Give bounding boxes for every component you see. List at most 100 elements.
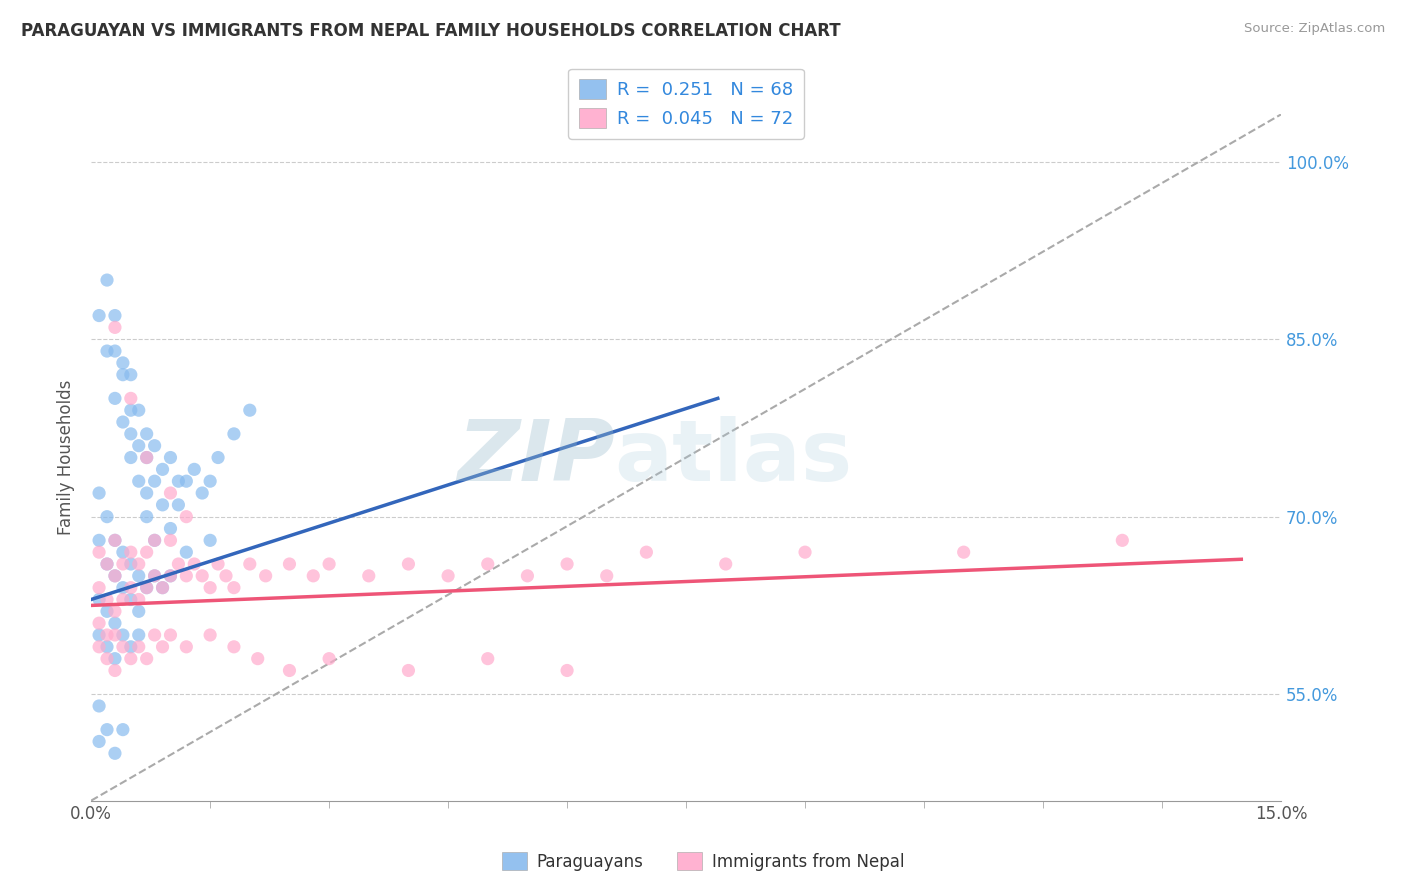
Point bbox=[104, 628, 127, 642]
Point bbox=[104, 344, 127, 359]
Point bbox=[152, 498, 174, 512]
Point bbox=[135, 426, 157, 441]
Point bbox=[120, 450, 142, 465]
Point bbox=[198, 533, 221, 548]
Point bbox=[167, 557, 190, 571]
Point bbox=[198, 581, 221, 595]
Point bbox=[952, 545, 974, 559]
Point bbox=[191, 486, 214, 500]
Legend: R =  0.251   N = 68, R =  0.045   N = 72: R = 0.251 N = 68, R = 0.045 N = 72 bbox=[568, 69, 804, 139]
Point bbox=[96, 640, 118, 654]
Point bbox=[183, 557, 205, 571]
Point bbox=[111, 356, 134, 370]
Point bbox=[128, 628, 150, 642]
Point bbox=[104, 747, 127, 761]
Point bbox=[222, 640, 245, 654]
Legend: Paraguayans, Immigrants from Nepal: Paraguayans, Immigrants from Nepal bbox=[494, 844, 912, 880]
Point bbox=[477, 557, 499, 571]
Point bbox=[128, 557, 150, 571]
Point bbox=[246, 651, 269, 665]
Point bbox=[104, 664, 127, 678]
Point bbox=[87, 592, 110, 607]
Point bbox=[111, 723, 134, 737]
Point bbox=[128, 640, 150, 654]
Point bbox=[128, 474, 150, 488]
Point bbox=[159, 486, 181, 500]
Point bbox=[120, 426, 142, 441]
Point bbox=[135, 545, 157, 559]
Point bbox=[120, 651, 142, 665]
Point bbox=[87, 734, 110, 748]
Point bbox=[135, 581, 157, 595]
Point bbox=[96, 273, 118, 287]
Point bbox=[87, 698, 110, 713]
Point bbox=[135, 486, 157, 500]
Point bbox=[104, 309, 127, 323]
Point bbox=[159, 522, 181, 536]
Point bbox=[87, 545, 110, 559]
Point bbox=[176, 509, 198, 524]
Point bbox=[198, 628, 221, 642]
Point bbox=[135, 450, 157, 465]
Point bbox=[104, 569, 127, 583]
Point bbox=[104, 320, 127, 334]
Point bbox=[1111, 533, 1133, 548]
Point bbox=[159, 533, 181, 548]
Point bbox=[555, 664, 578, 678]
Point bbox=[159, 569, 181, 583]
Point bbox=[96, 592, 118, 607]
Y-axis label: Family Households: Family Households bbox=[58, 380, 75, 535]
Point bbox=[152, 462, 174, 476]
Point bbox=[437, 569, 460, 583]
Text: atlas: atlas bbox=[614, 416, 853, 499]
Point bbox=[176, 640, 198, 654]
Point bbox=[357, 569, 380, 583]
Point bbox=[104, 569, 127, 583]
Point bbox=[87, 533, 110, 548]
Point bbox=[215, 569, 238, 583]
Point bbox=[104, 604, 127, 618]
Point bbox=[596, 569, 619, 583]
Point bbox=[96, 509, 118, 524]
Point bbox=[96, 723, 118, 737]
Point bbox=[128, 569, 150, 583]
Point bbox=[143, 533, 166, 548]
Point bbox=[120, 392, 142, 406]
Point bbox=[96, 628, 118, 642]
Point bbox=[183, 462, 205, 476]
Point bbox=[111, 581, 134, 595]
Point bbox=[222, 581, 245, 595]
Point bbox=[87, 309, 110, 323]
Point bbox=[152, 581, 174, 595]
Point bbox=[87, 616, 110, 631]
Point bbox=[318, 557, 340, 571]
Text: Source: ZipAtlas.com: Source: ZipAtlas.com bbox=[1244, 22, 1385, 36]
Point bbox=[104, 533, 127, 548]
Point bbox=[396, 664, 419, 678]
Point bbox=[111, 640, 134, 654]
Point bbox=[176, 569, 198, 583]
Point bbox=[104, 651, 127, 665]
Point bbox=[278, 664, 301, 678]
Point bbox=[143, 533, 166, 548]
Point bbox=[111, 368, 134, 382]
Point bbox=[96, 604, 118, 618]
Point bbox=[104, 392, 127, 406]
Point bbox=[128, 439, 150, 453]
Point bbox=[120, 640, 142, 654]
Point bbox=[714, 557, 737, 571]
Point bbox=[120, 403, 142, 417]
Point bbox=[96, 557, 118, 571]
Point bbox=[120, 592, 142, 607]
Point bbox=[396, 557, 419, 571]
Point bbox=[111, 557, 134, 571]
Point bbox=[135, 581, 157, 595]
Point bbox=[120, 368, 142, 382]
Point bbox=[143, 569, 166, 583]
Point bbox=[477, 651, 499, 665]
Point bbox=[516, 569, 538, 583]
Point bbox=[278, 557, 301, 571]
Point bbox=[135, 509, 157, 524]
Point bbox=[143, 569, 166, 583]
Point bbox=[111, 592, 134, 607]
